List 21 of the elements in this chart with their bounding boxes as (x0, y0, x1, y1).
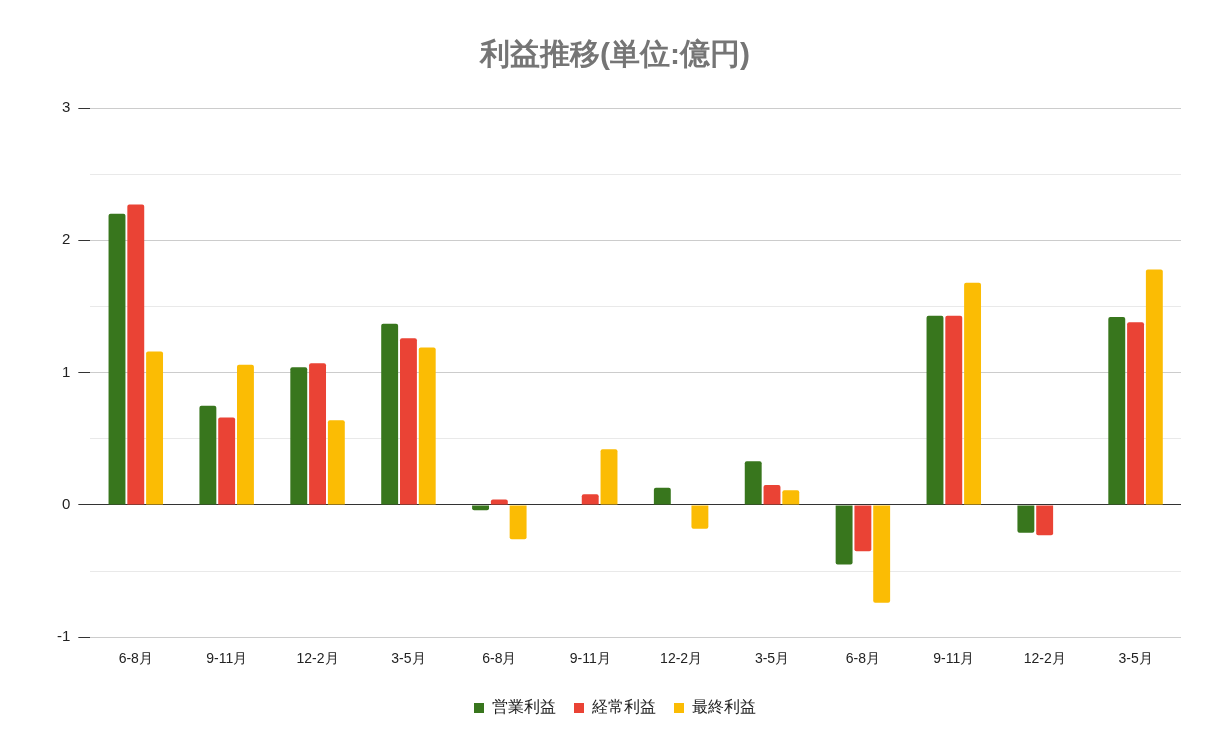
legend-label: 最終利益 (692, 698, 756, 716)
x-tick-label: 6-8月 (845, 650, 881, 667)
x-tick-label: 12-2月 (296, 650, 339, 667)
y-tick-label: 1 (61, 362, 71, 380)
x-tick-label: 3-5月 (754, 650, 790, 667)
x-tick-label: 3-5月 (391, 650, 426, 667)
y-tick-label: 0 (61, 495, 71, 513)
y-tick-label: -1 (56, 627, 71, 645)
legend-label: 営業利益 (492, 698, 556, 716)
x-tick-label: 3-5月 (1118, 650, 1153, 667)
y-tick-label: 2 (61, 230, 71, 248)
y-tick-label: 3 (61, 98, 71, 116)
x-tick-label: 9-11月 (206, 650, 248, 667)
x-tick-label: 12-2月 (1023, 650, 1066, 667)
x-tick-label: 6-8月 (482, 650, 517, 667)
x-tick-label: 12-2月 (660, 650, 703, 667)
x-tick-label: 9-11月 (933, 650, 975, 667)
x-tick-label: 6-8月 (118, 650, 153, 667)
legend-label: 経常利益 (591, 698, 656, 716)
x-tick-label: 9-11月 (569, 650, 611, 667)
chart-title: 利益推移(単位:億円) (479, 37, 750, 71)
